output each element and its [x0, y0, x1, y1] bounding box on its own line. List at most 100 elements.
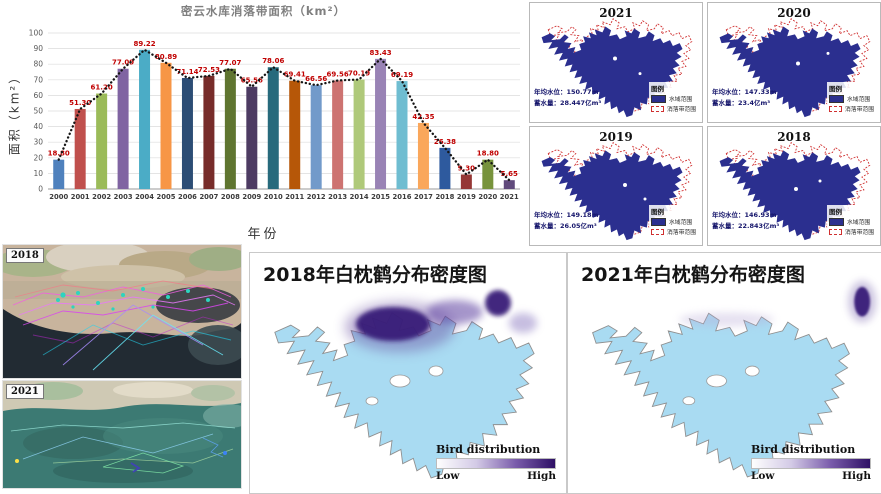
x-axis-label: 年份	[247, 227, 280, 242]
svg-text:2000: 2000	[49, 193, 68, 201]
density-gradient-bar	[751, 458, 871, 469]
storage-text: 蓄水量：28.447亿m³	[534, 99, 602, 108]
svg-text:2018: 2018	[435, 193, 454, 201]
density-map-title: 2018年白枕鹤分布密度图	[263, 264, 487, 286]
density-map-2021-image	[592, 280, 877, 478]
svg-text:2019: 2019	[457, 193, 476, 201]
svg-text:5.65: 5.65	[501, 170, 518, 178]
reservoir-shape-2019	[541, 142, 693, 241]
density-legend-title: Bird distribution	[436, 443, 541, 456]
svg-text:100: 100	[29, 29, 44, 38]
map-legend: 图例 水域范围 消落带范围	[827, 82, 876, 114]
reservoir-map-2020: 2020 年均水位：147.33m 蓄水量：23.4亿m³ 图例 水域范围 消落…	[707, 2, 881, 123]
water-swatch	[829, 217, 844, 226]
svg-text:69.56: 69.56	[327, 70, 349, 78]
storage-text: 蓄水量：22.843亿m³	[712, 222, 780, 231]
drawdown-legend-label: 消落带范围	[845, 107, 874, 113]
svg-text:2004: 2004	[135, 193, 154, 201]
density-legend: Bird distribution Low High	[436, 443, 556, 482]
density-legend-low: Low	[751, 470, 775, 482]
water-swatch	[651, 217, 666, 226]
map-year-label: 2019	[599, 130, 633, 144]
svg-text:0: 0	[38, 185, 43, 194]
svg-text:2002: 2002	[92, 193, 111, 201]
drawdown-legend-label: 消落带范围	[845, 230, 874, 236]
svg-text:2012: 2012	[307, 193, 326, 201]
map-stats: 年均水位：147.33m 蓄水量：23.4亿m³	[712, 87, 776, 110]
svg-text:2017: 2017	[414, 193, 433, 201]
svg-text:10: 10	[33, 169, 43, 178]
reservoir-shape-2018	[719, 142, 871, 241]
satellite-map-2018: 2018	[2, 244, 242, 379]
svg-text:2006: 2006	[178, 193, 197, 201]
svg-text:80.89: 80.89	[155, 53, 177, 61]
satellite-year-label: 2021	[6, 384, 44, 399]
svg-text:90: 90	[33, 44, 43, 53]
map-legend-title: 图例	[651, 85, 664, 93]
svg-text:2010: 2010	[264, 193, 283, 201]
satellite-year-label: 2018	[6, 248, 44, 263]
density-map-2021: 2021年白枕鹤分布密度图 Bird distribution Low High	[567, 252, 881, 494]
reservoir-shape-2020	[719, 18, 871, 118]
bar-chart-panel: 密云水库消落带面积（km²） 面积（km²） 0 10 20 30 40 50 60 70 80…	[0, 0, 527, 245]
svg-text:2003: 2003	[114, 193, 133, 201]
density-legend-title: Bird distribution	[751, 443, 856, 456]
drawdown-swatch	[829, 228, 842, 235]
svg-text:2001: 2001	[71, 193, 90, 201]
map-stats: 年均水位：149.18m 蓄水量：26.05亿m³	[534, 210, 598, 233]
map-stats: 年均水位：150.77m 蓄水量：28.447亿m³	[534, 87, 601, 110]
svg-text:69.41: 69.41	[284, 71, 306, 79]
svg-text:40: 40	[33, 122, 43, 131]
svg-text:70.19: 70.19	[348, 70, 370, 78]
water-level-text: 年均水位：147.33m	[712, 87, 777, 96]
map-legend-title: 图例	[829, 85, 842, 93]
svg-text:50: 50	[33, 107, 43, 116]
svg-text:65.56: 65.56	[241, 77, 263, 85]
water-level-text: 年均水位：150.77m	[534, 87, 599, 96]
svg-text:69.19: 69.19	[391, 71, 413, 79]
svg-text:18.80: 18.80	[48, 150, 70, 158]
map-legend: 图例 水域范围 消落带范围	[649, 82, 698, 114]
map-legend: 图例 水域范围 消落带范围	[827, 205, 876, 237]
density-legend-high: High	[527, 470, 556, 482]
svg-text:30: 30	[33, 138, 43, 147]
map-year-label: 2021	[599, 6, 633, 20]
svg-text:2016: 2016	[393, 193, 412, 201]
svg-text:77.09: 77.09	[112, 59, 134, 67]
bar-chart: 0 10 20 30 40 50 60 70 80 90 100 18.80 2000 51.30 2001…	[29, 29, 520, 201]
density-map-title: 2021年白枕鹤分布密度图	[581, 264, 805, 286]
map-year-label: 2020	[777, 6, 811, 20]
reservoir-map-2018: 2018 年均水位：146.93m 蓄水量：22.843亿m³ 图例 水域范围 …	[707, 126, 881, 246]
svg-text:2011: 2011	[285, 193, 304, 201]
storage-text: 蓄水量：26.05亿m³	[534, 222, 597, 231]
svg-text:66.56: 66.56	[305, 75, 327, 83]
svg-text:2007: 2007	[199, 193, 218, 201]
water-legend-label: 水域范围	[847, 97, 871, 103]
density-legend: Bird distribution Low High	[751, 443, 871, 482]
svg-text:42.35: 42.35	[412, 113, 434, 121]
water-swatch	[651, 94, 666, 103]
svg-text:71.14: 71.14	[176, 68, 198, 76]
svg-text:60: 60	[33, 91, 43, 100]
svg-text:72.53: 72.53	[198, 66, 220, 74]
svg-text:2021: 2021	[500, 193, 519, 201]
svg-text:80: 80	[33, 60, 43, 69]
density-legend-low: Low	[436, 470, 460, 482]
drawdown-legend-label: 消落带范围	[667, 107, 696, 113]
map-legend: 图例 水域范围 消落带范围	[649, 205, 698, 237]
map-legend-title: 图例	[829, 208, 842, 216]
map-year-label: 2018	[777, 130, 811, 144]
svg-text:51.30: 51.30	[69, 99, 91, 107]
svg-text:2015: 2015	[371, 193, 390, 201]
water-legend-label: 水域范围	[847, 220, 871, 226]
water-swatch	[829, 94, 844, 103]
map-stats: 年均水位：146.93m 蓄水量：22.843亿m³	[712, 210, 779, 233]
svg-text:77.07: 77.07	[219, 59, 241, 67]
svg-text:9.30: 9.30	[458, 164, 475, 172]
satellite-2018-image	[3, 245, 241, 378]
drawdown-swatch	[829, 105, 842, 112]
drawdown-legend-label: 消落带范围	[667, 230, 696, 236]
water-legend-label: 水域范围	[669, 220, 693, 226]
svg-text:2008: 2008	[221, 193, 240, 201]
